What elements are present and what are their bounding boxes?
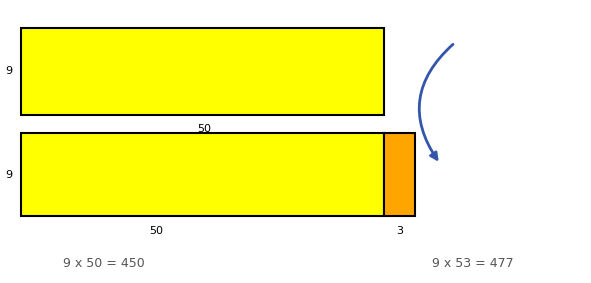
Bar [384,133,415,216]
Text: 9 x 53 = 477: 9 x 53 = 477 [432,257,514,270]
FancyArrowPatch shape [419,44,453,159]
Text: 3: 3 [396,226,403,236]
Bar [21,133,384,216]
Text: 50: 50 [150,226,164,236]
Bar [21,28,384,115]
Text: 9: 9 [5,170,12,180]
Text: 9: 9 [5,66,12,76]
Text: 50: 50 [197,124,211,134]
Text: 9 x 50 = 450: 9 x 50 = 450 [63,257,144,270]
